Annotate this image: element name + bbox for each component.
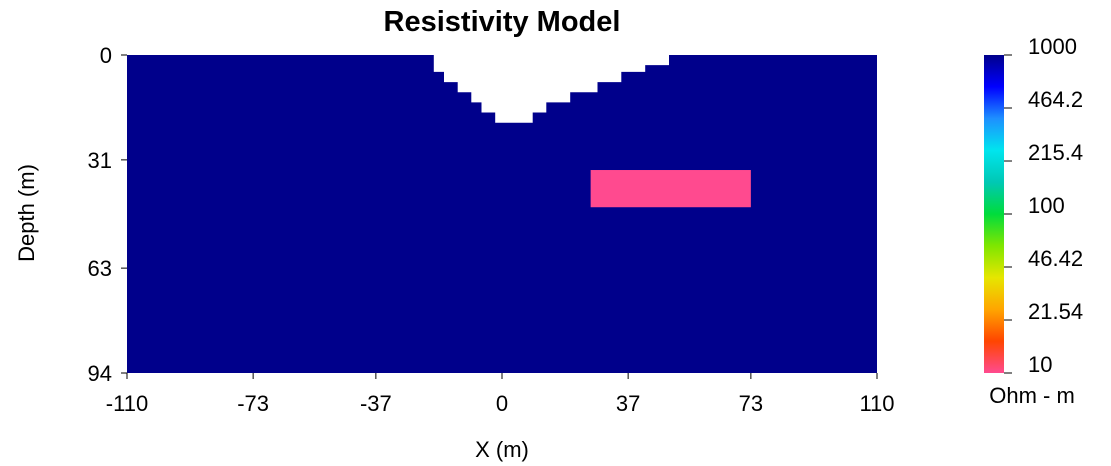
- y-tick-label: 0: [100, 43, 112, 68]
- x-tick-label: -110: [106, 391, 148, 416]
- colorbar-tick-label: 46.42: [1028, 246, 1083, 271]
- y-axis-label: Depth (m): [14, 164, 39, 262]
- colorbar: [984, 55, 1004, 373]
- x-axis: -110 -73 -37 0 37 73 110: [106, 373, 895, 416]
- colorbar-ticks: 1000 464.2 215.4 100 46.42 21.54 10: [1004, 34, 1083, 377]
- y-tick-label: 63: [88, 256, 112, 281]
- colorbar-tick-label: 1000: [1028, 34, 1077, 59]
- air-region: [433, 55, 669, 123]
- x-tick-label: -73: [237, 391, 269, 416]
- colorbar-unit-label: Ohm - m: [989, 383, 1075, 408]
- x-axis-label: X (m): [475, 437, 529, 462]
- x-tick-label: 73: [739, 391, 763, 416]
- x-tick-label: 37: [616, 391, 640, 416]
- y-axis: 0 31 63 94: [88, 43, 127, 386]
- x-tick-label: -37: [360, 391, 392, 416]
- colorbar-tick-label: 464.2: [1028, 87, 1083, 112]
- colorbar-tick-label: 215.4: [1028, 140, 1083, 165]
- chart-title: Resistivity Model: [384, 6, 621, 38]
- colorbar-tick-label: 10: [1028, 352, 1052, 377]
- colorbar-tick-label: 100: [1028, 193, 1065, 218]
- y-tick-label: 31: [88, 148, 112, 173]
- x-tick-label: 110: [859, 391, 894, 416]
- conductive-anomaly: [590, 170, 751, 208]
- colorbar-tick-label: 21.54: [1028, 299, 1083, 324]
- plot-area: [127, 55, 877, 373]
- y-tick-label: 94: [88, 361, 112, 386]
- x-tick-label: 0: [496, 391, 508, 416]
